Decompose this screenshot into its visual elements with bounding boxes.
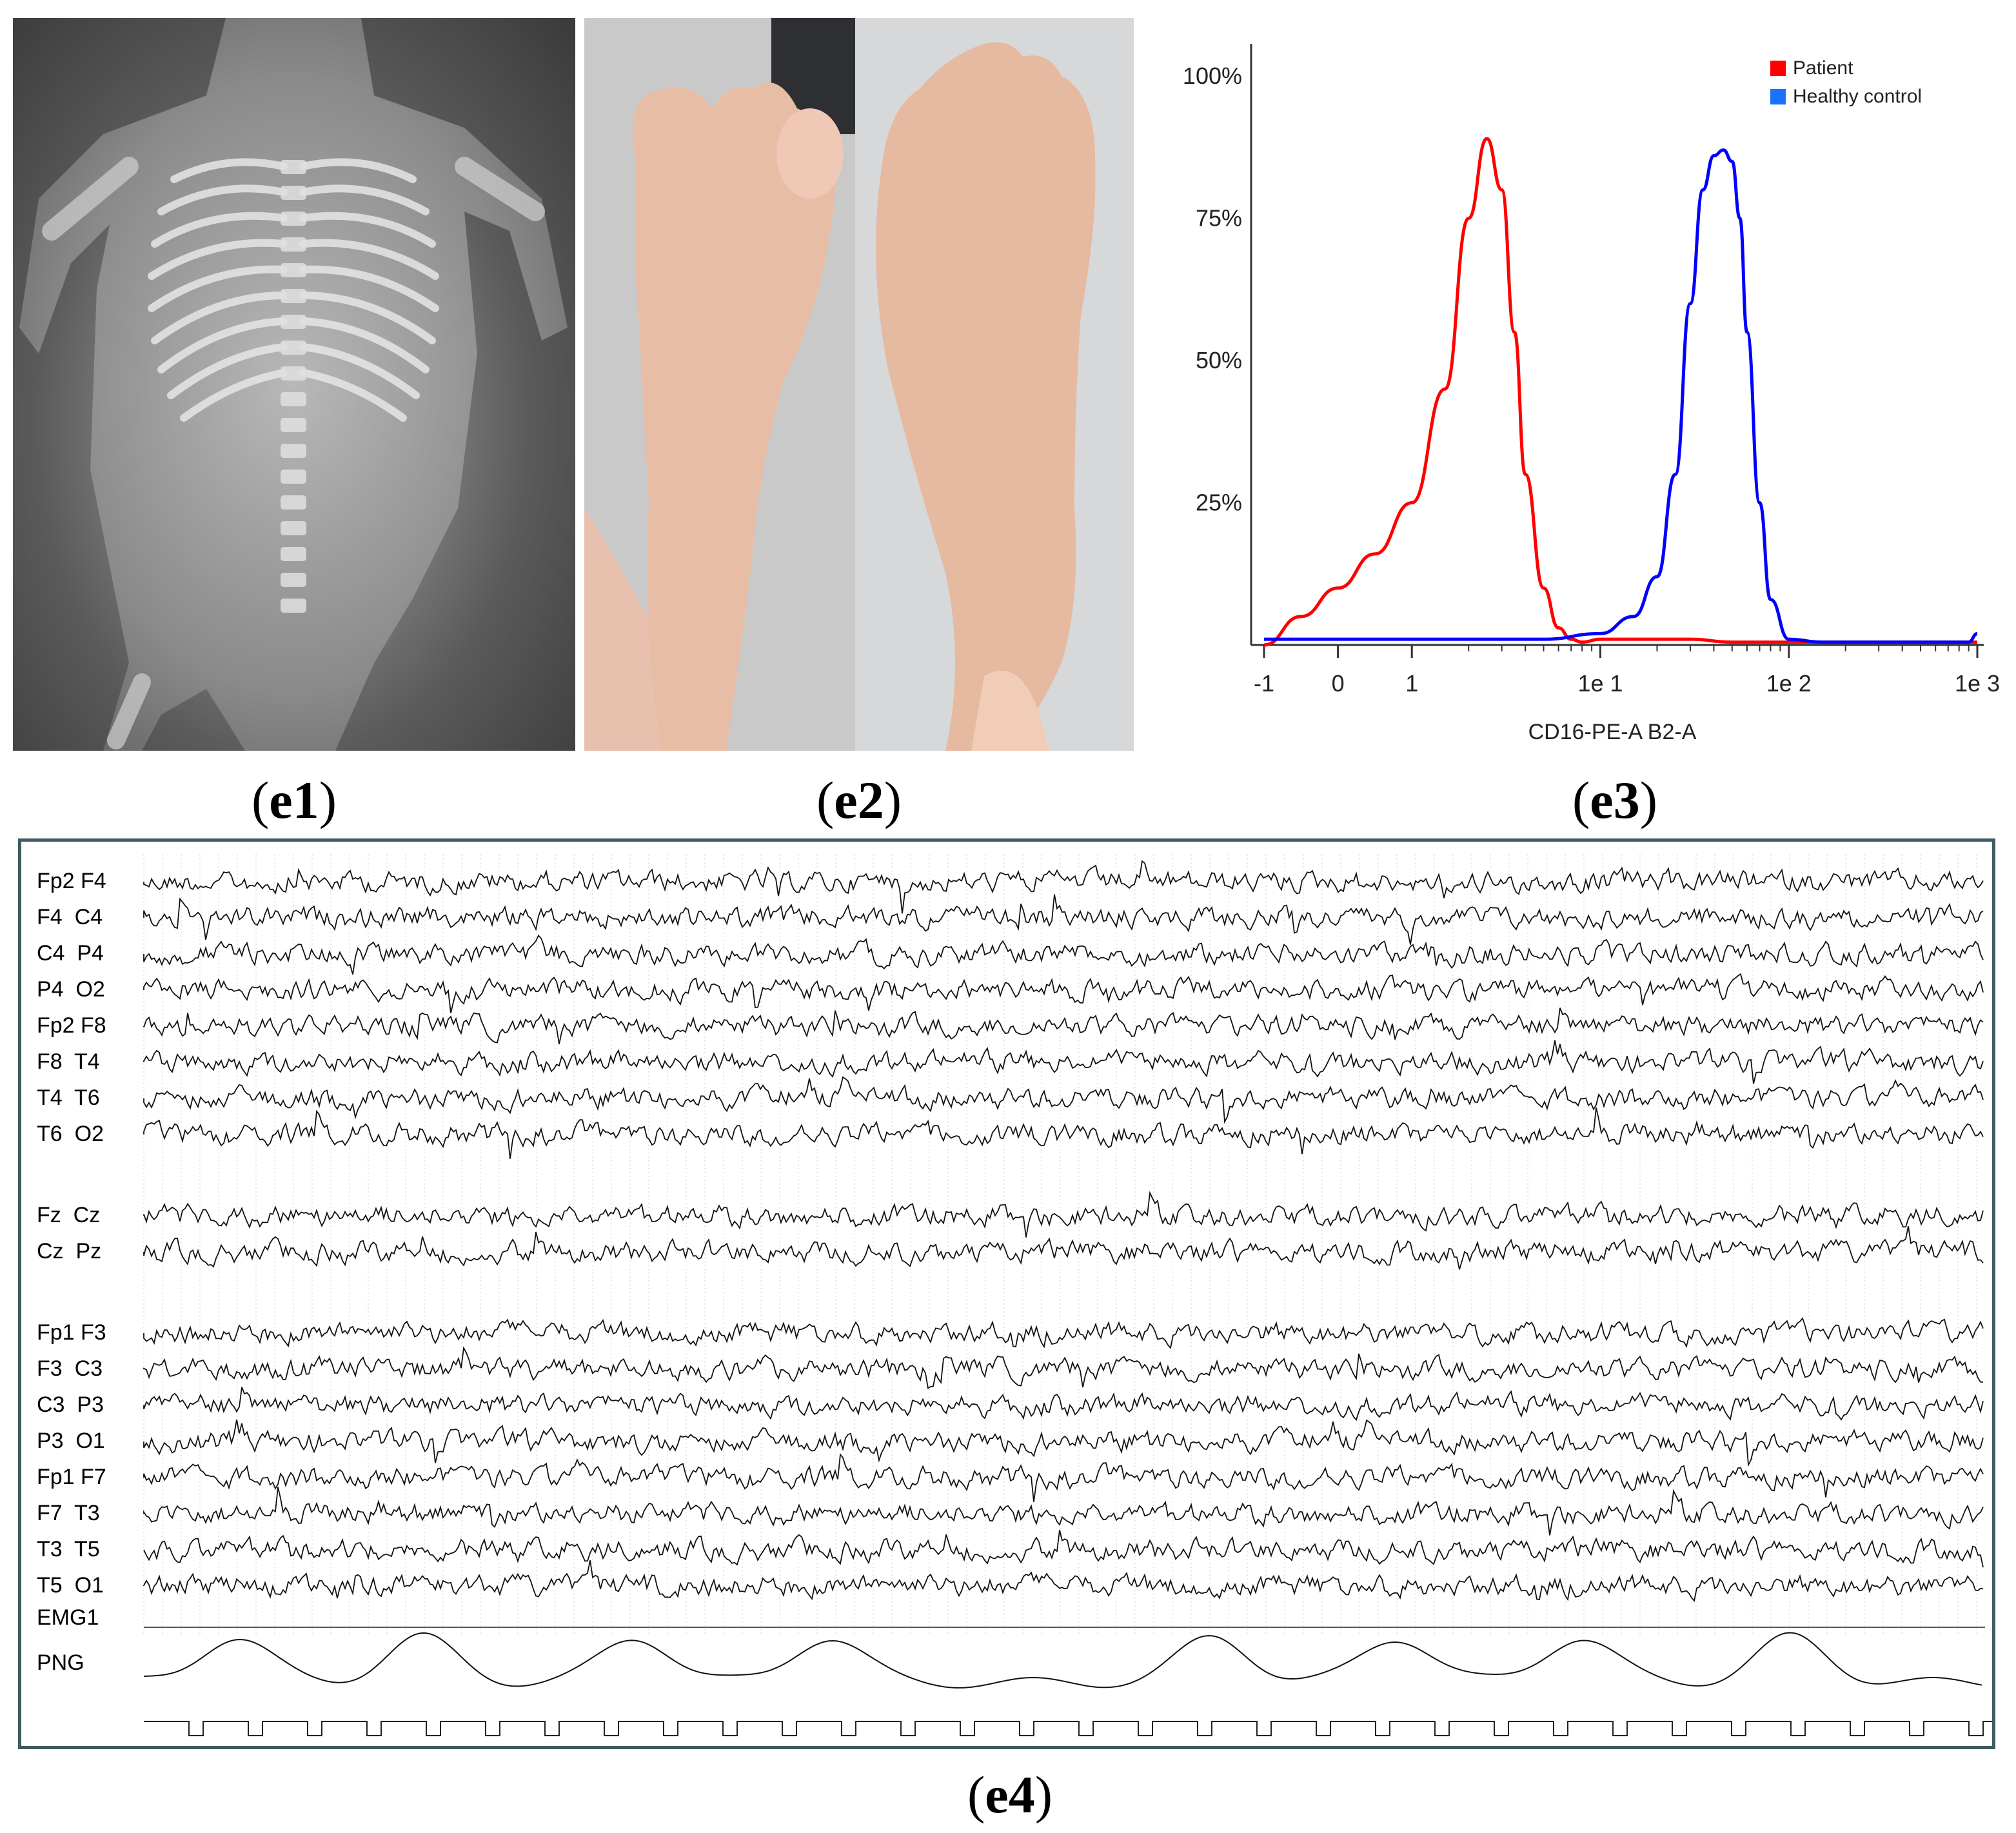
eeg-trace bbox=[143, 894, 1984, 945]
y-tick-label: 25% bbox=[1196, 490, 1242, 516]
eeg-trace bbox=[143, 860, 1984, 914]
series-line-healthy-control bbox=[1263, 148, 1978, 644]
eeg-channel-label: T6 O2 bbox=[37, 1122, 104, 1146]
x-tick-label: -1 bbox=[1254, 670, 1274, 697]
x-tick-label: 1e 3 bbox=[1955, 670, 2000, 697]
eeg-channel-label: EMG1 bbox=[37, 1605, 99, 1630]
legend: Patient Healthy control bbox=[1770, 57, 1922, 107]
y-tick-label: 75% bbox=[1196, 205, 1242, 232]
eeg-trace bbox=[143, 934, 1984, 975]
legend-label-patient: Patient bbox=[1793, 57, 1853, 79]
eeg-channel-label: P4 O2 bbox=[37, 977, 105, 1002]
png-trace bbox=[143, 1632, 1982, 1689]
feet-photo bbox=[584, 18, 1134, 751]
y-tick-label: 50% bbox=[1196, 347, 1242, 373]
xray-image bbox=[13, 18, 575, 751]
caption-e2-text: e2 bbox=[834, 771, 884, 829]
spine bbox=[281, 160, 306, 613]
eeg-trace bbox=[143, 1040, 1984, 1084]
eeg-trace bbox=[143, 973, 1984, 1013]
eeg-trace bbox=[143, 1487, 1984, 1536]
legend-swatch-patient bbox=[1770, 61, 1786, 76]
y-tick-label: 100% bbox=[1183, 63, 1242, 89]
eeg-trace bbox=[143, 1107, 1984, 1159]
eeg-trace bbox=[143, 1226, 1984, 1270]
eeg-channel-label: C3 P3 bbox=[37, 1392, 104, 1417]
x-axis-label: CD16-PE-A B2-A bbox=[1528, 720, 1697, 744]
eeg-trace bbox=[143, 1387, 1984, 1422]
eeg-trace bbox=[143, 1317, 1984, 1349]
eeg-recording: Fp2 F4 F4 C4 C4 P4 P4 O2 Fp2 F8 F8 T4 T4 T6 T6 … bbox=[18, 838, 1995, 1749]
eeg-channel-label: T4 T6 bbox=[37, 1085, 100, 1110]
eeg-channel-label: Fp1 F7 bbox=[37, 1465, 106, 1489]
x-tick-label: 1 bbox=[1405, 670, 1418, 697]
ribs bbox=[148, 158, 439, 422]
eeg-channel-label: Fp2 F8 bbox=[37, 1013, 106, 1038]
eeg-channel-label: Fz Cz bbox=[37, 1203, 101, 1227]
eeg-channel-label: T3 T5 bbox=[37, 1537, 100, 1561]
eeg-trace bbox=[143, 1191, 1984, 1238]
eeg-trace bbox=[143, 1529, 1984, 1568]
caption-e2: (e2) bbox=[816, 771, 902, 829]
eeg-channel-label: P3 O1 bbox=[37, 1429, 105, 1453]
eeg-trace bbox=[143, 1452, 1984, 1502]
series-line-patient bbox=[1263, 137, 1977, 647]
caption-e1-text: e1 bbox=[269, 771, 319, 829]
time-marker-trace bbox=[144, 1721, 1992, 1736]
xray-illustration bbox=[19, 18, 568, 751]
eeg-trace bbox=[143, 1419, 1984, 1467]
eeg-channel-label: F4 C4 bbox=[37, 905, 103, 929]
x-tick-label: 1e 2 bbox=[1766, 670, 1812, 697]
x-tick-label: 0 bbox=[1332, 670, 1345, 697]
eeg-channel-label: F8 T4 bbox=[37, 1049, 100, 1074]
histogram-svg: 100% 75% 50% 25% -1 0 1 1e 1 1e 2 1e 3 CD16-PE-A… bbox=[1183, 44, 2000, 744]
eeg-traces bbox=[143, 855, 1992, 1736]
eeg-channel-label: T5 O1 bbox=[37, 1573, 104, 1598]
eeg-trace bbox=[143, 1346, 1984, 1389]
caption-e4: (e4) bbox=[967, 1765, 1053, 1824]
legend-swatch-healthy-control bbox=[1770, 89, 1786, 104]
eeg-channel-label: Fp1 F3 bbox=[37, 1320, 106, 1345]
eeg-channel-label: Cz Pz bbox=[37, 1239, 102, 1263]
eeg-trace bbox=[143, 1560, 1984, 1602]
caption-e3-text: e3 bbox=[1590, 771, 1640, 829]
eeg-channel-label: F3 C3 bbox=[37, 1356, 103, 1381]
legend-label-healthy-control: Healthy control bbox=[1793, 86, 1922, 107]
eeg-trace bbox=[143, 1076, 1984, 1124]
feet-illustration bbox=[584, 18, 1134, 751]
x-tick-label: 1e 1 bbox=[1577, 670, 1623, 697]
eeg-channel-label: Fp2 F4 bbox=[37, 869, 106, 893]
caption-e4-text: e4 bbox=[985, 1765, 1035, 1824]
caption-e3: (e3) bbox=[1572, 771, 1658, 829]
eeg-trace bbox=[143, 1007, 1984, 1045]
cd16-histogram: 100% 75% 50% 25% -1 0 1 1e 1 1e 2 1e 3 CD16-PE-A… bbox=[1148, 18, 2016, 766]
eeg-channel-label: C4 P4 bbox=[37, 941, 104, 966]
eeg-channel-label: F7 T3 bbox=[37, 1501, 100, 1525]
eeg-channel-label: PNG bbox=[37, 1650, 84, 1675]
caption-e1: (e1) bbox=[251, 771, 337, 829]
